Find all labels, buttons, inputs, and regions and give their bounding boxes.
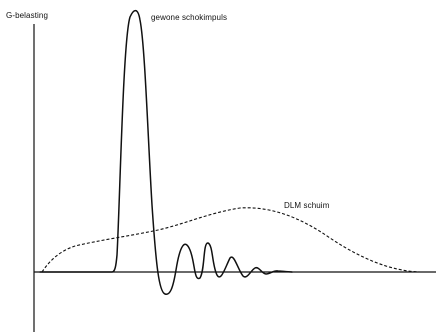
dlm-foam-label: DLM schuim <box>284 201 330 210</box>
dlm-foam-curve <box>41 207 436 273</box>
regular-shock-curve <box>39 9 293 296</box>
y-axis-label: G-belasting <box>6 11 49 20</box>
regular-shock-label: gewone schokimpuls <box>151 13 228 22</box>
